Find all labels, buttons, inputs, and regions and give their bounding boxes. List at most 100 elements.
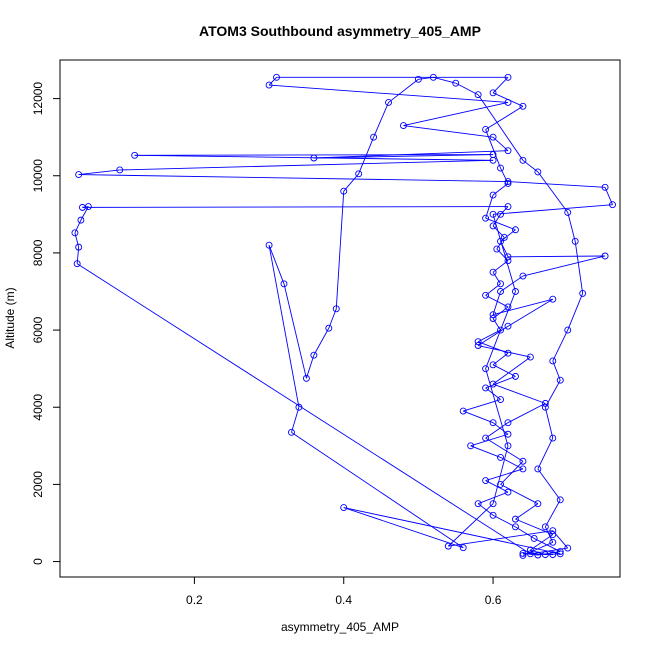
data-point <box>474 91 482 99</box>
data-point <box>549 434 557 442</box>
series-segment <box>574 241 584 294</box>
series-segment <box>470 445 501 458</box>
series-segment <box>478 345 531 358</box>
series-segment <box>485 194 494 219</box>
data-point <box>556 548 564 555</box>
series-segment <box>76 263 531 555</box>
series-segment <box>537 468 561 501</box>
series-segment <box>567 293 584 331</box>
data-point <box>489 500 497 508</box>
series-segment <box>78 169 120 176</box>
data-point <box>549 531 557 539</box>
series-segment <box>78 174 509 182</box>
series-segment <box>485 217 516 231</box>
series-segment <box>537 171 569 213</box>
data-point <box>504 430 512 438</box>
x-axis: 0.2 0.4 0.6 <box>186 577 502 607</box>
series-segment <box>447 503 494 547</box>
series-segment <box>485 291 516 369</box>
series-segment <box>500 460 524 485</box>
data-point <box>504 322 512 330</box>
series-segment <box>291 431 464 549</box>
series-segment <box>500 206 509 215</box>
series-segment <box>500 275 524 292</box>
data-point <box>504 73 512 81</box>
data-point <box>571 237 579 245</box>
data-point <box>579 289 587 297</box>
data-point <box>340 187 348 195</box>
data-point <box>493 245 501 253</box>
y-tick-label: 8000 <box>31 239 45 266</box>
series-segment <box>492 214 501 227</box>
data-point <box>504 442 512 450</box>
y-tick-label: 10000 <box>31 159 45 193</box>
series-segment <box>492 356 531 385</box>
data-point <box>504 180 512 187</box>
data-point <box>474 338 482 346</box>
data-point <box>273 73 280 81</box>
y-tick-label: 6000 <box>31 316 45 343</box>
data-point <box>355 170 363 178</box>
data-point <box>556 550 564 558</box>
series-segment <box>343 507 561 555</box>
data-point <box>497 210 504 218</box>
data-point <box>530 534 538 542</box>
y-tick-label: 4000 <box>31 394 45 421</box>
series-segment <box>492 291 501 315</box>
series-segment <box>463 410 494 424</box>
series-segment <box>485 468 524 481</box>
data-point <box>452 79 460 87</box>
data-point <box>564 326 572 334</box>
data-point <box>504 253 512 261</box>
data-point <box>310 351 318 359</box>
y-axis: 0 2000 4000 6000 8000 10000 12000 <box>31 82 60 565</box>
data-point <box>497 164 504 172</box>
data-point <box>504 257 512 265</box>
data-point <box>489 151 497 158</box>
series-segment <box>477 94 524 161</box>
series-segment <box>530 534 554 551</box>
data-point <box>504 178 512 185</box>
data-point <box>609 201 616 209</box>
data-point <box>295 403 303 411</box>
data-point <box>75 171 83 179</box>
data-point <box>549 538 557 546</box>
data-point <box>519 465 527 473</box>
series-segment <box>291 407 300 433</box>
data-point <box>504 419 512 427</box>
series-segment <box>544 499 561 528</box>
series-segment <box>544 380 561 408</box>
series-segment <box>418 76 434 80</box>
series-segment <box>492 364 516 377</box>
x-tick-label: 0.4 <box>335 593 352 607</box>
series-segment <box>74 219 82 234</box>
data-point <box>497 453 504 461</box>
data-point <box>504 203 512 211</box>
chart-title: ATOM3 Southbound asymmetry_405_AMP <box>199 23 481 39</box>
data-point <box>534 168 542 176</box>
data-point <box>512 523 519 531</box>
data-point <box>400 122 407 130</box>
data-point <box>497 237 504 245</box>
data-point <box>325 324 333 332</box>
data-point <box>73 260 81 268</box>
series-segment <box>545 553 561 556</box>
series-segment <box>343 173 360 192</box>
series-segment <box>544 407 554 439</box>
data-point <box>512 288 519 295</box>
y-tick-label: 2000 <box>31 471 45 498</box>
data-point <box>497 326 504 334</box>
data-point <box>385 98 392 106</box>
data-point <box>489 89 497 97</box>
series-segment <box>515 518 553 535</box>
series-segment <box>485 437 524 462</box>
series-segment <box>448 530 553 547</box>
data-point <box>84 203 92 211</box>
series-segment <box>485 368 509 446</box>
series-segment <box>485 294 509 308</box>
plot-frame <box>59 59 621 578</box>
data-point <box>519 457 527 465</box>
data-point <box>474 342 482 349</box>
series-segment <box>343 507 464 549</box>
data-point <box>467 442 475 450</box>
